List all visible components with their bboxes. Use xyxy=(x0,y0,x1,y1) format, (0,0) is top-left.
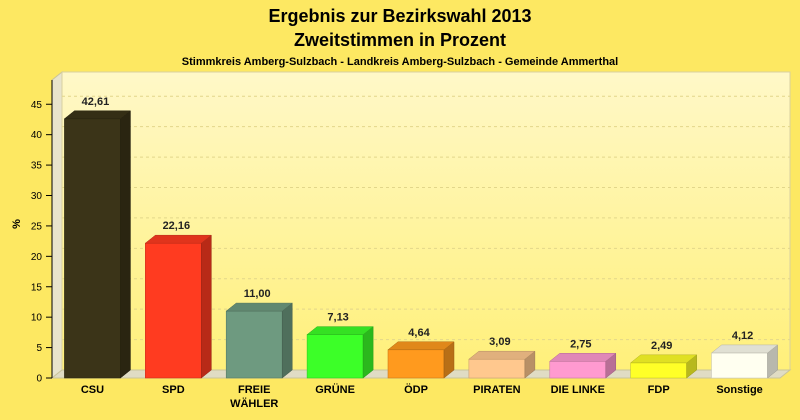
bar-front xyxy=(387,349,445,379)
category-label: FDP xyxy=(648,384,670,396)
bar-top xyxy=(387,341,455,351)
bar-top xyxy=(225,302,293,312)
bar-fdp xyxy=(629,354,698,379)
category-label: CSU xyxy=(81,384,104,396)
bar-side xyxy=(201,234,212,379)
y-tick-label: 35 xyxy=(31,161,43,172)
bar-front xyxy=(549,360,607,379)
bar-front xyxy=(630,362,687,379)
bar-piraten xyxy=(468,350,536,379)
value-label: 22,16 xyxy=(163,220,191,232)
y-tick-label: 25 xyxy=(31,221,43,232)
bar-top xyxy=(710,344,779,354)
category-label: Sonstige xyxy=(716,384,762,396)
bar-front xyxy=(64,118,121,379)
value-label: 7,13 xyxy=(327,312,348,324)
category-label: DIE LINKE xyxy=(551,384,605,396)
value-label: 2,75 xyxy=(570,338,591,350)
bars xyxy=(63,110,779,379)
value-label: 3,09 xyxy=(489,336,510,348)
bar-csu xyxy=(63,110,132,379)
chart-title: Ergebnis zur Bezirkswahl 2013 xyxy=(268,6,531,26)
value-label: 4,64 xyxy=(408,327,430,339)
chart-title-2: Zweitstimmen in Prozent xyxy=(294,30,506,50)
y-tick-label: 30 xyxy=(31,191,43,202)
bar-front xyxy=(306,334,364,379)
value-label: 4,12 xyxy=(732,330,753,342)
y-tick-label: 15 xyxy=(31,282,43,293)
bar-freie xyxy=(225,302,293,379)
bar-side xyxy=(281,302,293,379)
y-tick-label: 45 xyxy=(31,100,43,111)
bar-front xyxy=(711,352,768,379)
y-axis-label: % xyxy=(11,219,23,229)
y-axis: 0 5 10 15 20 25 30 35 40 45 xyxy=(31,80,53,385)
bar-top xyxy=(629,354,698,364)
bar-grüne xyxy=(306,326,374,379)
bar-front xyxy=(468,358,526,379)
y-tick-label: 5 xyxy=(36,343,42,354)
bar-top xyxy=(63,110,132,120)
value-label: 2,49 xyxy=(651,340,672,352)
category-label: WÄHLER xyxy=(230,397,278,410)
bar-front xyxy=(145,242,202,379)
y-tick-label: 20 xyxy=(31,252,43,263)
bar-front xyxy=(225,310,283,379)
category-label: FREIE xyxy=(238,384,270,396)
category-label: PIRATEN xyxy=(473,384,521,396)
value-label: 42,61 xyxy=(82,96,110,108)
bar-top xyxy=(468,350,536,360)
bar-sonstige xyxy=(710,344,779,379)
bar-side xyxy=(120,110,131,379)
chart-subtitle: Stimmkreis Amberg-Sulzbach - Landkreis A… xyxy=(182,56,618,68)
bar-side xyxy=(362,326,374,379)
y-tick-label: 40 xyxy=(31,130,43,141)
bar-die-linke xyxy=(549,352,617,379)
y-tick-label: 0 xyxy=(36,374,42,385)
category-label: GRÜNE xyxy=(315,383,355,396)
bar-spd xyxy=(144,234,213,379)
bar-ödp xyxy=(387,341,455,379)
value-label: 11,00 xyxy=(244,288,271,300)
value-labels: 42,61 22,16 11,00 7,13 4,64 3,09 2,75 2,49 4,12 xyxy=(82,96,754,352)
bar-top xyxy=(144,234,213,244)
category-label: SPD xyxy=(162,384,185,396)
bar-top xyxy=(306,326,374,335)
category-label: ÖDP xyxy=(404,383,428,396)
bar-top xyxy=(549,353,617,362)
plot-side-wall xyxy=(51,70,63,380)
y-tick-label: 10 xyxy=(31,313,43,324)
